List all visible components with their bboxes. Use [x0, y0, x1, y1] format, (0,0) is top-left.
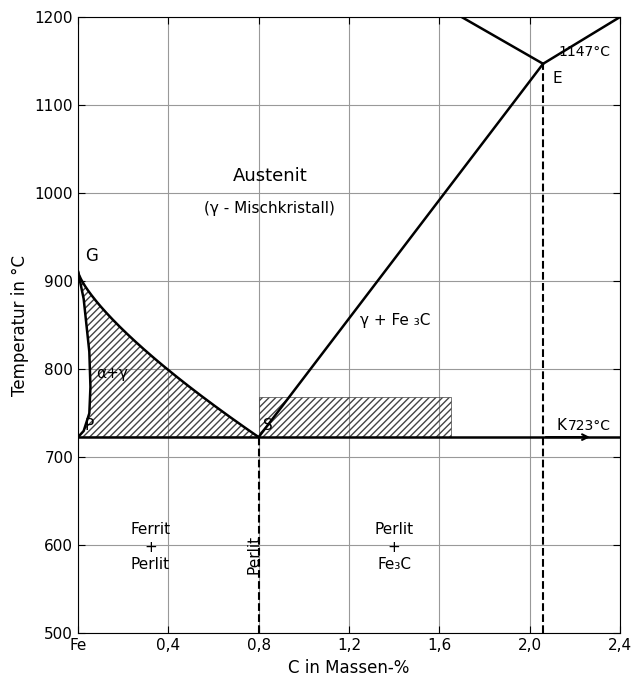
Text: 723°C: 723°C [568, 419, 611, 433]
Y-axis label: Temperatur in °C: Temperatur in °C [11, 255, 29, 396]
Text: S: S [263, 418, 273, 433]
X-axis label: C in Massen-%: C in Massen-% [288, 659, 410, 677]
Text: (γ - Mischkristall): (γ - Mischkristall) [204, 201, 336, 215]
Text: Perlit: Perlit [131, 557, 170, 572]
Text: P: P [85, 418, 94, 433]
Text: Austenit: Austenit [233, 166, 307, 184]
Text: Perlit: Perlit [247, 535, 262, 574]
Text: +: + [144, 539, 157, 555]
Text: Fe₃C: Fe₃C [377, 557, 411, 572]
Text: 1147°C: 1147°C [559, 45, 611, 59]
Text: Ferrit: Ferrit [130, 522, 170, 537]
Text: E: E [552, 71, 562, 86]
Text: γ + Fe ₃C: γ + Fe ₃C [360, 314, 431, 328]
Text: G: G [85, 246, 98, 265]
Text: K: K [557, 418, 566, 433]
Text: Perlit: Perlit [374, 522, 413, 537]
Text: +: + [388, 539, 401, 555]
Text: α+γ: α+γ [96, 366, 128, 381]
